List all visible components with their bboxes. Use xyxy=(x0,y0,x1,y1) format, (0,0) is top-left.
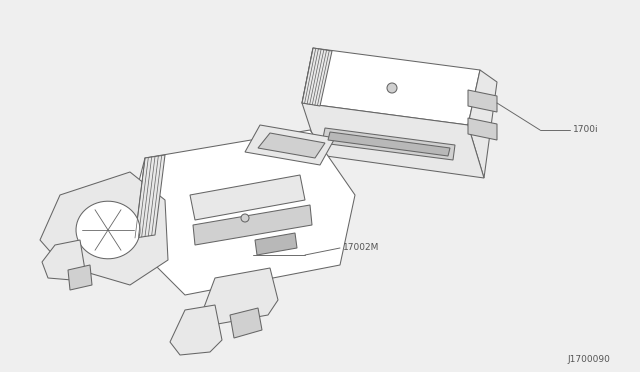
Polygon shape xyxy=(322,128,455,160)
Polygon shape xyxy=(258,133,325,158)
Polygon shape xyxy=(468,118,497,140)
Polygon shape xyxy=(245,125,335,165)
Text: 1700i: 1700i xyxy=(573,125,598,135)
Polygon shape xyxy=(302,103,484,178)
Polygon shape xyxy=(302,48,332,106)
Polygon shape xyxy=(468,90,497,112)
Polygon shape xyxy=(193,205,312,245)
Text: 17002M: 17002M xyxy=(343,244,380,253)
Polygon shape xyxy=(42,240,85,280)
Polygon shape xyxy=(328,132,450,156)
Polygon shape xyxy=(40,172,168,285)
Polygon shape xyxy=(135,155,165,238)
Polygon shape xyxy=(230,308,262,338)
Text: J1700090: J1700090 xyxy=(567,356,610,365)
Polygon shape xyxy=(468,70,497,178)
Polygon shape xyxy=(190,175,305,220)
Polygon shape xyxy=(170,305,222,355)
Polygon shape xyxy=(302,48,480,125)
Polygon shape xyxy=(68,265,92,290)
Polygon shape xyxy=(125,130,355,295)
Polygon shape xyxy=(255,233,297,255)
Polygon shape xyxy=(203,268,278,325)
Circle shape xyxy=(241,214,249,222)
Circle shape xyxy=(387,83,397,93)
Polygon shape xyxy=(76,201,140,259)
